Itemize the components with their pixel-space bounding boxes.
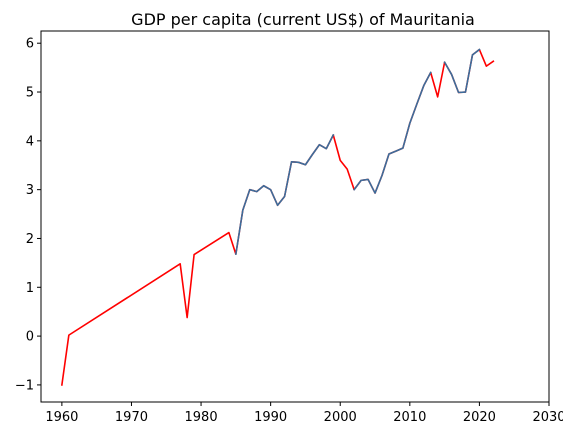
plot-frame	[40, 30, 550, 403]
x-tick-label: 1970	[115, 410, 148, 425]
x-tick-label: 2030	[532, 410, 563, 425]
x-tick-label: 2020	[463, 410, 496, 425]
y-tick-label: 5	[26, 86, 34, 101]
y-tick-label: 1	[26, 281, 34, 296]
x-tick-label: 1990	[254, 410, 287, 425]
x-tick-label: 1980	[185, 410, 218, 425]
y-tick-label: 0	[26, 330, 34, 345]
y-tick-label: 3	[26, 183, 34, 198]
x-tick-label: 1960	[45, 410, 78, 425]
series-line-2	[353, 71, 432, 194]
plot-lines	[60, 48, 495, 386]
y-tick-label: 6	[26, 37, 34, 52]
x-axis: 1960 1970 1980 1990 2000 2010 2020 2030	[45, 402, 563, 425]
x-tick-label: 2010	[393, 410, 426, 425]
y-axis: −1 0 1 2 3 4 5 6	[15, 37, 41, 393]
y-tick-label: 2	[26, 232, 34, 247]
x-tick-label: 2000	[324, 410, 357, 425]
chart-title: GDP per capita (current US$) of Mauritan…	[131, 10, 475, 29]
series-line-2	[234, 133, 335, 256]
y-tick-label: −1	[15, 378, 34, 393]
series-line-2	[443, 48, 481, 94]
y-tick-label: 4	[26, 134, 34, 149]
